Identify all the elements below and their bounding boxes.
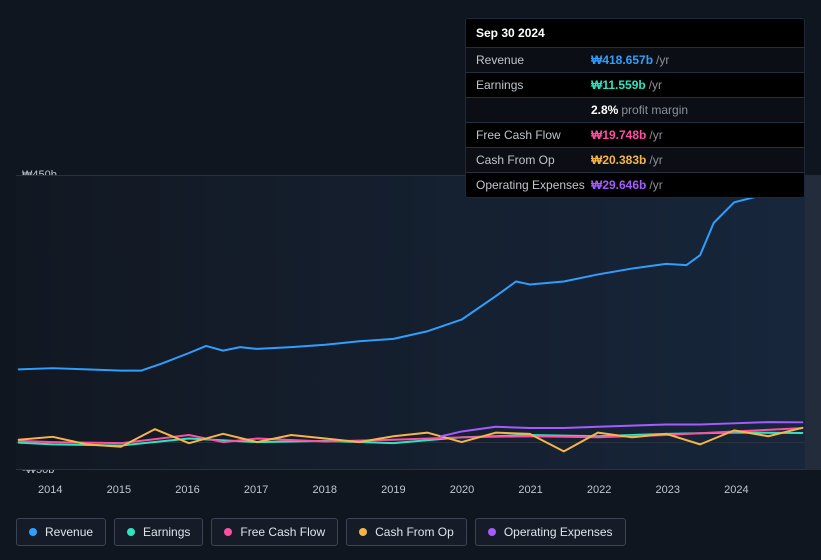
x-tick: 2024	[724, 484, 748, 496]
legend-label: Revenue	[45, 525, 93, 539]
legend-item-fcf[interactable]: Free Cash Flow	[211, 518, 338, 546]
legend: Revenue Earnings Free Cash Flow Cash Fro…	[16, 518, 626, 546]
tooltip-label: Cash From Op	[476, 153, 591, 167]
legend-item-revenue[interactable]: Revenue	[16, 518, 106, 546]
tooltip-row: Revenue ₩418.657b /yr	[466, 48, 804, 73]
tooltip-date: Sep 30 2024	[466, 19, 804, 48]
legend-label: Free Cash Flow	[240, 525, 325, 539]
tooltip-row: Operating Expenses ₩29.646b /yr	[466, 173, 804, 197]
x-tick: 2020	[450, 484, 474, 496]
tooltip-suffix: /yr	[649, 128, 662, 142]
tooltip-value: 2.8%	[591, 103, 618, 117]
swatch-icon	[127, 528, 135, 536]
tooltip-value: ₩19.748b	[591, 128, 646, 142]
series-revenue	[19, 194, 803, 371]
legend-label: Cash From Op	[375, 525, 454, 539]
legend-label: Operating Expenses	[504, 525, 613, 539]
x-tick: 2017	[244, 484, 268, 496]
tooltip-suffix: /yr	[649, 153, 662, 167]
x-tick: 2015	[107, 484, 131, 496]
x-tick: 2021	[518, 484, 542, 496]
tooltip-label: Free Cash Flow	[476, 128, 591, 142]
x-tick: 2016	[175, 484, 199, 496]
swatch-icon	[224, 528, 232, 536]
chart-plot-area[interactable]	[16, 175, 805, 470]
tooltip-value: ₩29.646b	[591, 178, 646, 192]
series-operating-expenses	[441, 422, 802, 436]
chart-lines	[16, 176, 805, 469]
x-tick: 2019	[381, 484, 405, 496]
legend-label: Earnings	[143, 525, 190, 539]
tooltip-label	[476, 103, 591, 117]
tooltip-suffix: profit margin	[621, 103, 688, 117]
tooltip-suffix: /yr	[649, 178, 662, 192]
x-tick: 2018	[312, 484, 336, 496]
tooltip-label: Operating Expenses	[476, 178, 591, 192]
tooltip-row: 2.8% profit margin	[466, 98, 804, 123]
x-tick: 2022	[587, 484, 611, 496]
tooltip-suffix: /yr	[649, 78, 662, 92]
tooltip-label: Earnings	[476, 78, 591, 92]
tooltip-value: ₩11.559b	[591, 78, 646, 92]
swatch-icon	[29, 528, 37, 536]
tooltip-suffix: /yr	[656, 53, 669, 67]
x-tick: 2014	[38, 484, 62, 496]
tooltip-value: ₩20.383b	[591, 153, 646, 167]
tooltip-row: Earnings ₩11.559b /yr	[466, 73, 804, 98]
swatch-icon	[488, 528, 496, 536]
tooltip-row: Cash From Op ₩20.383b /yr	[466, 148, 804, 173]
tooltip-row: Free Cash Flow ₩19.748b /yr	[466, 123, 804, 148]
swatch-icon	[359, 528, 367, 536]
tooltip-card: Sep 30 2024 Revenue ₩418.657b /yr Earnin…	[465, 18, 805, 198]
x-tick: 2023	[656, 484, 680, 496]
legend-item-earnings[interactable]: Earnings	[114, 518, 203, 546]
legend-item-cfo[interactable]: Cash From Op	[346, 518, 467, 546]
tooltip-label: Revenue	[476, 53, 591, 67]
tooltip-value: ₩418.657b	[591, 53, 653, 67]
legend-item-opex[interactable]: Operating Expenses	[475, 518, 626, 546]
